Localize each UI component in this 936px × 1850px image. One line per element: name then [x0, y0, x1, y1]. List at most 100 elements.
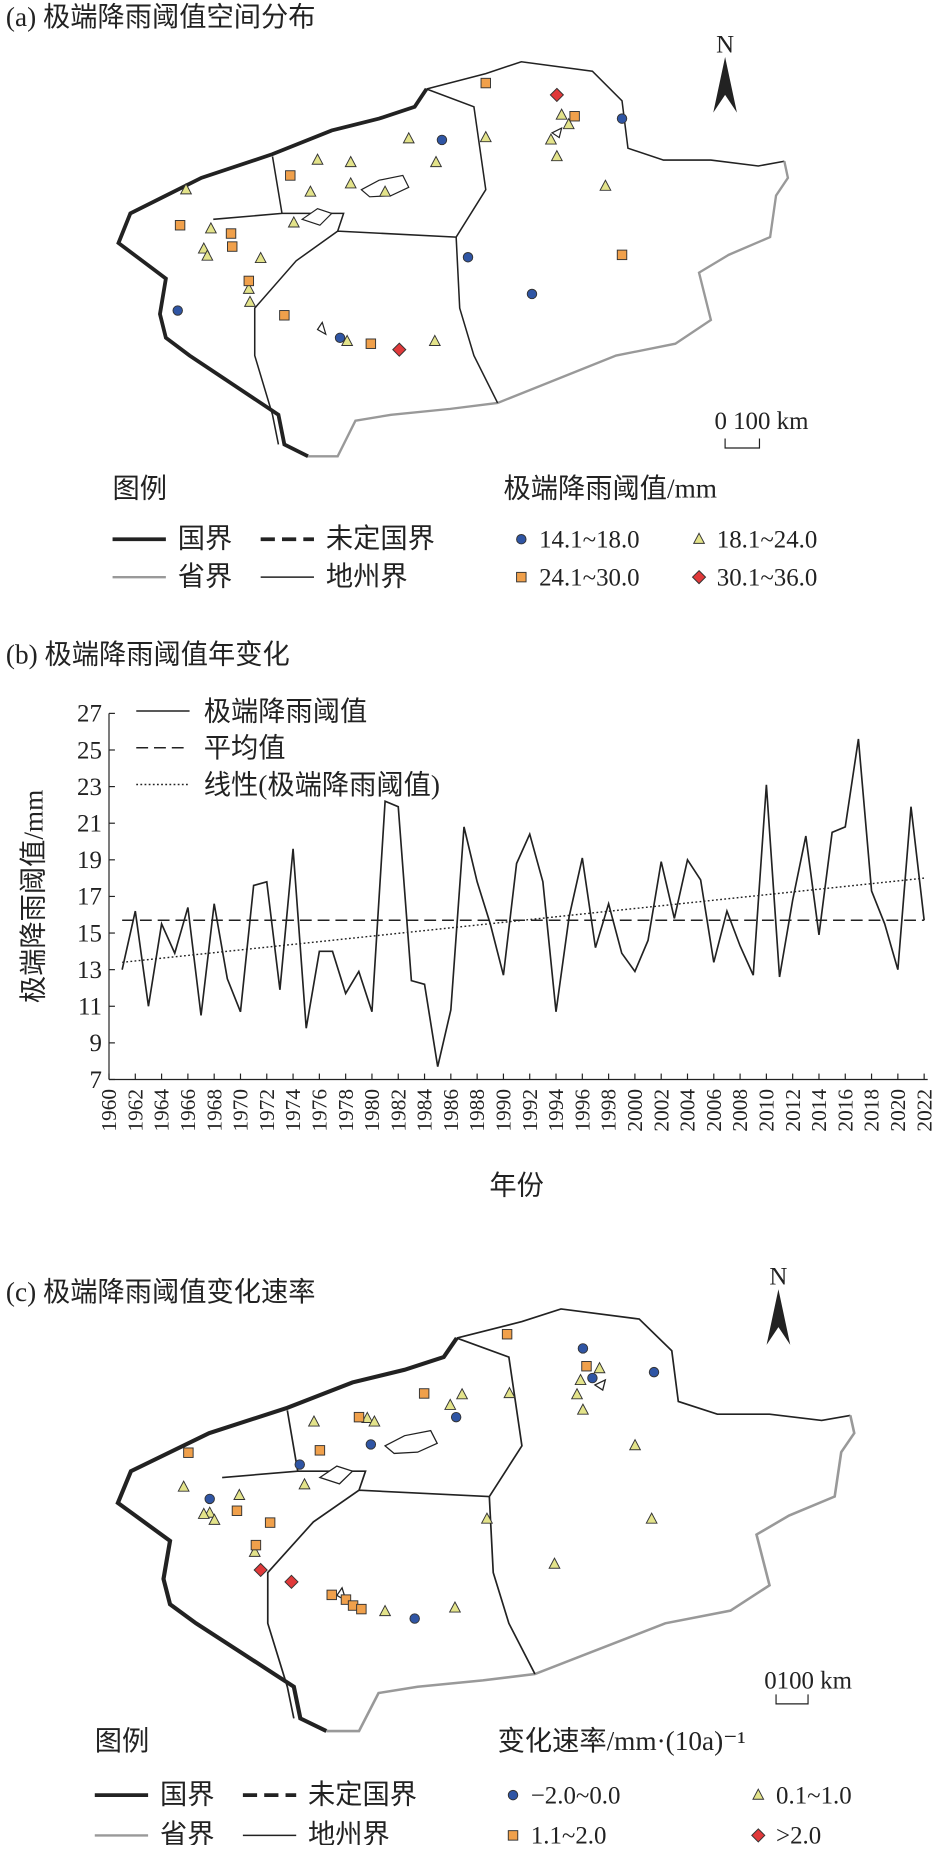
x-tick-label: 1970: [229, 1089, 253, 1132]
station: [179, 182, 193, 195]
station: [648, 1366, 660, 1378]
x-tick-label: 2010: [754, 1089, 778, 1132]
legend-label: >2.0: [776, 1823, 821, 1845]
legend-title: 极端降雨阈值/mm: [504, 474, 717, 504]
station: [593, 1361, 606, 1374]
station: [581, 1360, 592, 1372]
legend-label: 省界: [160, 1820, 215, 1845]
station: [462, 252, 474, 263]
series-line: [121, 738, 925, 1067]
station: [243, 275, 255, 287]
station: [197, 241, 210, 254]
station: [402, 131, 415, 144]
station: [287, 215, 300, 228]
chart-title: (b) 极端降雨阈值年变化: [6, 640, 290, 670]
station: [314, 1445, 326, 1456]
legend-marker: [516, 571, 527, 583]
legend-marker: [507, 1789, 519, 1801]
legend-label: 24.1~30.0: [539, 564, 640, 591]
station: [479, 130, 492, 143]
station: [378, 185, 392, 197]
x-tick-label: 2006: [702, 1089, 726, 1132]
station: [208, 1513, 221, 1525]
station: [503, 1386, 516, 1399]
legend-label: 地州界: [326, 561, 408, 591]
station: [243, 295, 257, 307]
station: [429, 155, 443, 168]
legend-label: 线性(极端降雨阈值): [204, 770, 440, 800]
x-tick-label: 2016: [833, 1089, 857, 1132]
station: [250, 1539, 262, 1551]
legend-marker: [507, 1830, 519, 1841]
station: [298, 1477, 311, 1490]
station: [242, 282, 255, 294]
station: [307, 1414, 321, 1427]
station: [628, 1438, 642, 1451]
station: [392, 342, 407, 357]
station: [204, 221, 218, 234]
x-tick-label: 2018: [860, 1089, 884, 1132]
station: [294, 1459, 305, 1470]
legend-marker: [752, 1788, 765, 1800]
station: [231, 1505, 243, 1516]
legend-marker: [516, 534, 527, 545]
station: [544, 132, 558, 145]
scale-bar: [775, 1694, 809, 1705]
station: [284, 1574, 299, 1590]
x-tick-label: 2002: [649, 1089, 673, 1132]
x-tick-label: 1982: [386, 1089, 410, 1132]
x-axis-label: 年份: [489, 1170, 544, 1200]
station: [334, 332, 346, 344]
legend-marker: [751, 1828, 766, 1843]
station: [264, 1517, 276, 1528]
x-tick-label: 1962: [123, 1089, 147, 1132]
legend-label: 30.1~36.0: [717, 564, 818, 591]
station: [436, 134, 448, 146]
station: [340, 1594, 352, 1605]
station: [480, 77, 491, 89]
x-tick-label: 2020: [886, 1089, 910, 1132]
station: [353, 1411, 365, 1423]
station: [526, 288, 538, 300]
station: [344, 176, 357, 189]
x-tick-label: 1964: [150, 1089, 174, 1132]
station: [645, 1512, 658, 1524]
station: [183, 1447, 194, 1458]
station: [253, 1562, 268, 1578]
station: [587, 1372, 598, 1384]
x-tick-label: 1994: [544, 1089, 568, 1132]
x-tick-label: 1986: [439, 1089, 463, 1132]
north-label: N: [716, 31, 734, 58]
station: [311, 153, 324, 165]
x-tick-label: 2004: [676, 1089, 700, 1132]
station: [455, 1387, 469, 1400]
scale-label: 0 100 km: [714, 408, 808, 435]
station: [227, 241, 238, 252]
y-tick-label: 19: [77, 847, 102, 874]
legend-label: 省界: [178, 561, 233, 591]
x-tick-label: 2022: [912, 1089, 936, 1132]
legend-heading: 图例: [95, 1726, 150, 1756]
station: [304, 185, 317, 197]
scale-bar: [724, 438, 761, 449]
station: [177, 1480, 190, 1492]
legend-label: 平均值: [204, 733, 286, 763]
x-tick-label: 1978: [334, 1089, 358, 1132]
y-axis-label: 极端降雨阈值/mm: [19, 790, 49, 1003]
station: [428, 334, 441, 346]
x-tick-label: 1968: [202, 1089, 226, 1132]
station: [356, 1603, 367, 1615]
y-tick-label: 11: [78, 994, 102, 1021]
legend-label: 极端降雨阈值: [204, 696, 368, 726]
x-tick-label: 1960: [97, 1089, 121, 1132]
y-tick-label: 21: [77, 811, 102, 838]
station: [285, 170, 296, 181]
y-tick-label: 25: [77, 737, 102, 764]
scale-label: 0100 km: [764, 1667, 852, 1694]
x-tick-label: 1996: [570, 1089, 594, 1132]
station: [501, 1329, 513, 1340]
station: [201, 249, 214, 261]
station: [550, 149, 563, 162]
x-tick-label: 2000: [623, 1089, 647, 1132]
